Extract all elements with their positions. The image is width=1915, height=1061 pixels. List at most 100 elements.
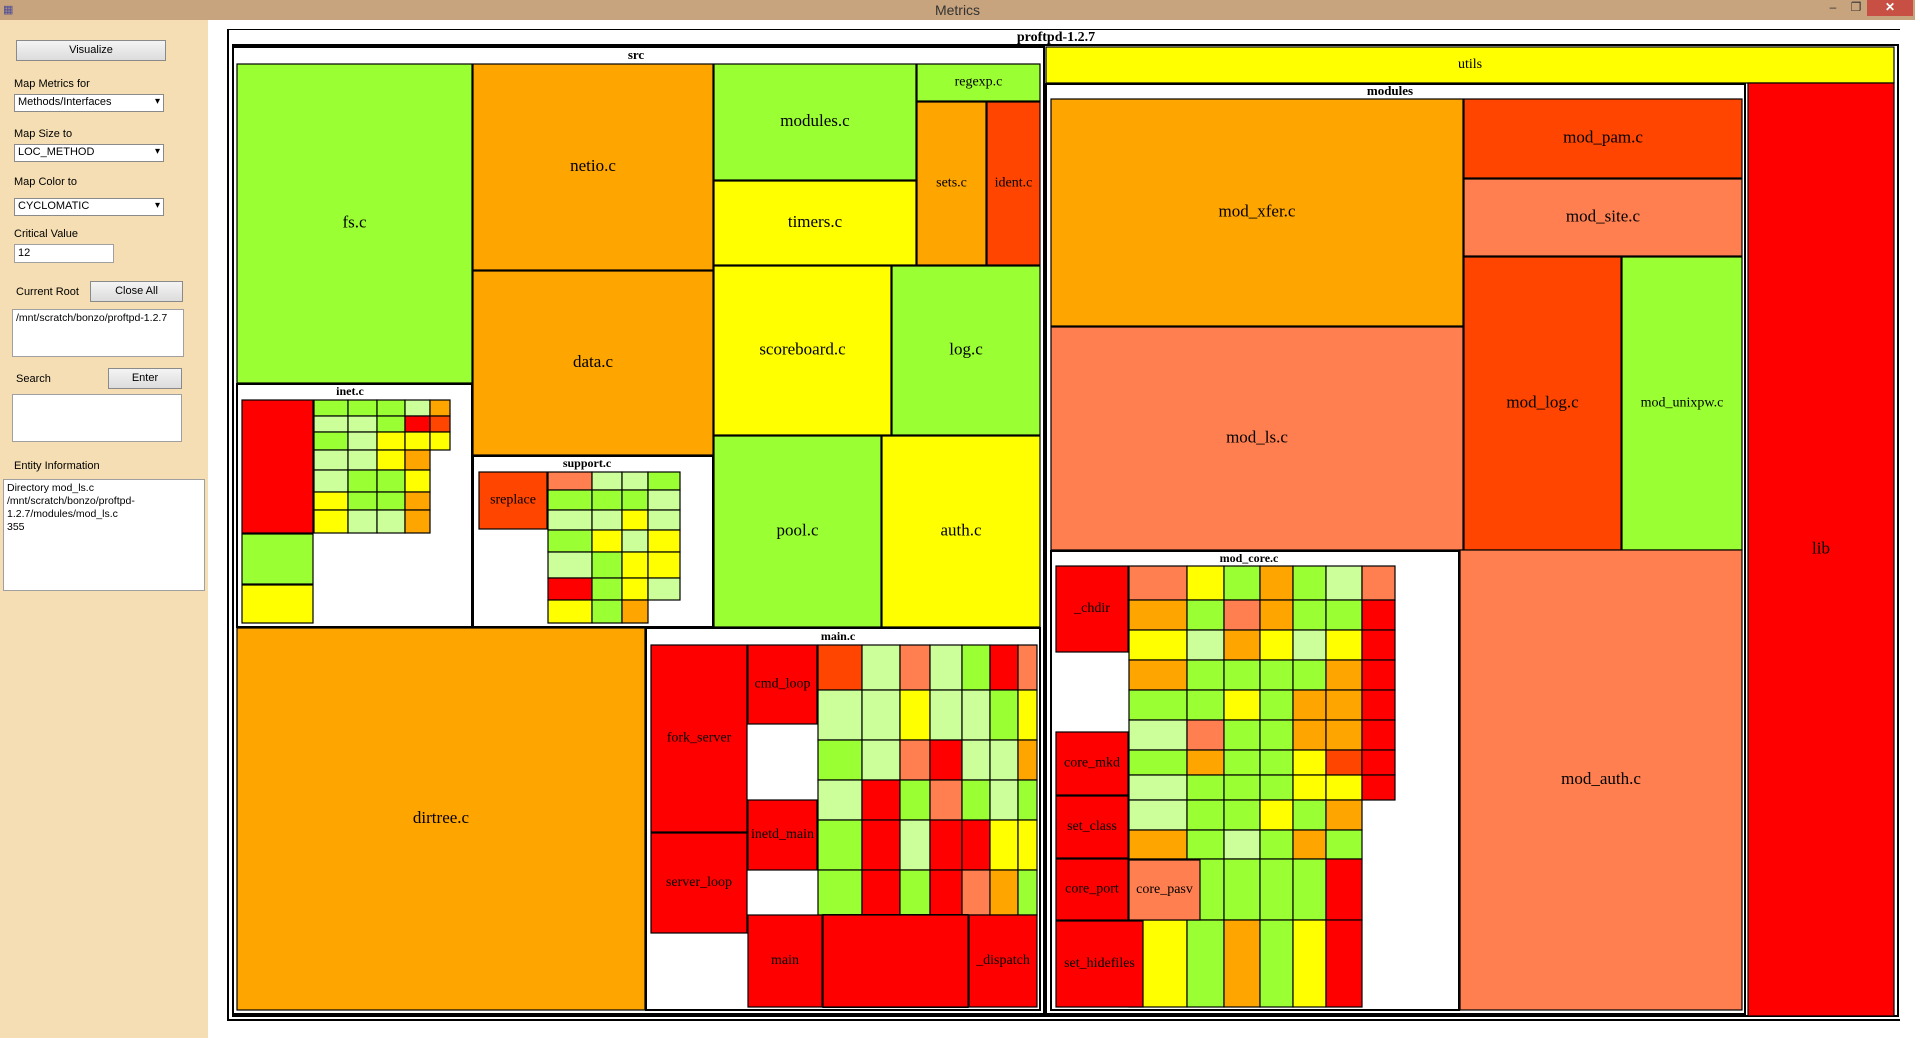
treemap-minor-cell[interactable] xyxy=(591,471,623,491)
treemap-cell[interactable] xyxy=(1055,795,1129,859)
treemap-minor-cell[interactable] xyxy=(1292,774,1327,801)
treemap-minor-cell[interactable] xyxy=(1259,774,1294,801)
treemap-minor-cell[interactable] xyxy=(1017,689,1038,741)
treemap-minor-cell[interactable] xyxy=(647,509,681,531)
treemap-minor-cell[interactable] xyxy=(404,399,431,417)
treemap-minor-cell[interactable] xyxy=(1325,774,1363,801)
map-color-select[interactable]: CYCLOMATIC ▾ xyxy=(14,198,164,216)
treemap-minor-cell[interactable] xyxy=(1325,565,1363,601)
treemap-minor-cell[interactable] xyxy=(899,644,931,691)
treemap-minor-cell[interactable] xyxy=(647,529,681,553)
treemap-minor-cell[interactable] xyxy=(1292,919,1327,1008)
treemap-minor-cell[interactable] xyxy=(1017,739,1038,781)
treemap-minor-cell[interactable] xyxy=(621,577,649,601)
treemap-minor-cell[interactable] xyxy=(1325,659,1363,691)
treemap-cell[interactable] xyxy=(747,644,818,725)
treemap-cell[interactable] xyxy=(713,63,917,181)
treemap-minor-cell[interactable] xyxy=(647,577,681,601)
treemap-minor-cell[interactable] xyxy=(347,491,378,511)
treemap-minor-cell[interactable] xyxy=(347,469,378,493)
treemap-minor-cell[interactable] xyxy=(429,431,451,451)
treemap-minor-cell[interactable] xyxy=(591,551,623,579)
treemap-minor-cell[interactable] xyxy=(1128,689,1188,721)
treemap-cell[interactable] xyxy=(747,799,818,871)
treemap-cell[interactable] xyxy=(478,471,548,530)
treemap-cell[interactable] xyxy=(1128,859,1201,921)
treemap-minor-cell[interactable] xyxy=(861,869,901,916)
treemap-cell[interactable] xyxy=(713,265,892,436)
minimize-button[interactable]: – xyxy=(1829,0,1837,14)
treemap-minor-cell[interactable] xyxy=(376,491,406,511)
treemap-minor-cell[interactable] xyxy=(1259,599,1294,631)
treemap-minor-cell[interactable] xyxy=(621,599,649,624)
treemap-minor-cell[interactable] xyxy=(347,415,378,433)
treemap-cell[interactable] xyxy=(881,435,1041,628)
treemap-minor-cell[interactable] xyxy=(313,509,349,534)
treemap-minor-cell[interactable] xyxy=(1292,829,1327,860)
treemap-minor-cell[interactable] xyxy=(313,431,349,451)
treemap-minor-cell[interactable] xyxy=(404,491,431,511)
treemap-minor-cell[interactable] xyxy=(347,509,378,534)
treemap-minor-cell[interactable] xyxy=(1259,565,1294,601)
treemap-minor-cell[interactable] xyxy=(929,869,963,916)
treemap-minor-cell[interactable] xyxy=(313,415,349,433)
treemap-minor-cell[interactable] xyxy=(376,415,406,433)
treemap-minor-cell[interactable] xyxy=(429,415,451,433)
treemap-cell[interactable] xyxy=(650,832,748,934)
treemap-cell[interactable] xyxy=(472,63,714,271)
treemap-minor-cell[interactable] xyxy=(1361,629,1396,661)
treemap-minor-cell[interactable] xyxy=(1186,774,1225,801)
treemap-minor-cell[interactable] xyxy=(861,779,901,821)
treemap-minor-cell[interactable] xyxy=(347,399,378,417)
treemap-minor-cell[interactable] xyxy=(1292,799,1327,831)
treemap-minor-cell[interactable] xyxy=(961,869,991,916)
treemap-minor-cell[interactable] xyxy=(1017,869,1038,916)
treemap-minor-cell[interactable] xyxy=(1259,629,1294,661)
treemap-minor-cell[interactable] xyxy=(1259,799,1294,831)
treemap-minor-cell[interactable] xyxy=(547,577,593,601)
treemap-minor-cell[interactable] xyxy=(1128,749,1188,776)
treemap-minor-cell[interactable] xyxy=(1017,819,1038,871)
treemap-minor-cell[interactable] xyxy=(822,914,969,1008)
treemap-cell[interactable] xyxy=(1055,565,1129,653)
treemap-minor-cell[interactable] xyxy=(899,869,931,916)
treemap-minor-cell[interactable] xyxy=(313,469,349,493)
treemap-minor-cell[interactable] xyxy=(376,469,406,493)
treemap-minor-cell[interactable] xyxy=(1292,629,1327,661)
treemap-minor-cell[interactable] xyxy=(1128,719,1188,751)
treemap-cell[interactable] xyxy=(1050,98,1464,327)
close-button[interactable]: ✕ xyxy=(1867,0,1913,16)
treemap-cell[interactable] xyxy=(713,435,882,628)
treemap-minor-cell[interactable] xyxy=(1223,599,1261,631)
treemap-minor-cell[interactable] xyxy=(1186,659,1225,691)
treemap-minor-cell[interactable] xyxy=(547,509,593,531)
treemap-cell[interactable] xyxy=(1045,46,1895,84)
treemap-minor-cell[interactable] xyxy=(1186,799,1225,831)
treemap-minor-cell[interactable] xyxy=(1186,919,1225,1008)
treemap-minor-cell[interactable] xyxy=(1017,644,1038,691)
treemap-minor-cell[interactable] xyxy=(241,533,314,585)
treemap-minor-cell[interactable] xyxy=(1292,858,1327,921)
treemap-minor-cell[interactable] xyxy=(1259,719,1294,751)
treemap-minor-cell[interactable] xyxy=(313,491,349,511)
treemap-minor-cell[interactable] xyxy=(1128,629,1188,661)
treemap-minor-cell[interactable] xyxy=(1186,689,1225,721)
treemap-minor-cell[interactable] xyxy=(961,819,991,871)
treemap-minor-cell[interactable] xyxy=(313,449,349,471)
treemap-minor-cell[interactable] xyxy=(1361,719,1396,751)
treemap-minor-cell[interactable] xyxy=(404,431,431,451)
treemap-cell[interactable] xyxy=(713,180,917,266)
treemap-minor-cell[interactable] xyxy=(241,399,314,534)
treemap-cell[interactable] xyxy=(986,101,1041,266)
treemap-minor-cell[interactable] xyxy=(1223,799,1261,831)
treemap-minor-cell[interactable] xyxy=(376,399,406,417)
treemap-minor-cell[interactable] xyxy=(376,449,406,471)
treemap-minor-cell[interactable] xyxy=(621,489,649,511)
treemap-minor-cell[interactable] xyxy=(899,689,931,741)
treemap-minor-cell[interactable] xyxy=(1259,749,1294,776)
treemap-minor-cell[interactable] xyxy=(817,779,863,821)
treemap-minor-cell[interactable] xyxy=(817,819,863,871)
treemap-minor-cell[interactable] xyxy=(1186,749,1225,776)
treemap-minor-cell[interactable] xyxy=(861,739,901,781)
treemap-minor-cell[interactable] xyxy=(591,577,623,601)
